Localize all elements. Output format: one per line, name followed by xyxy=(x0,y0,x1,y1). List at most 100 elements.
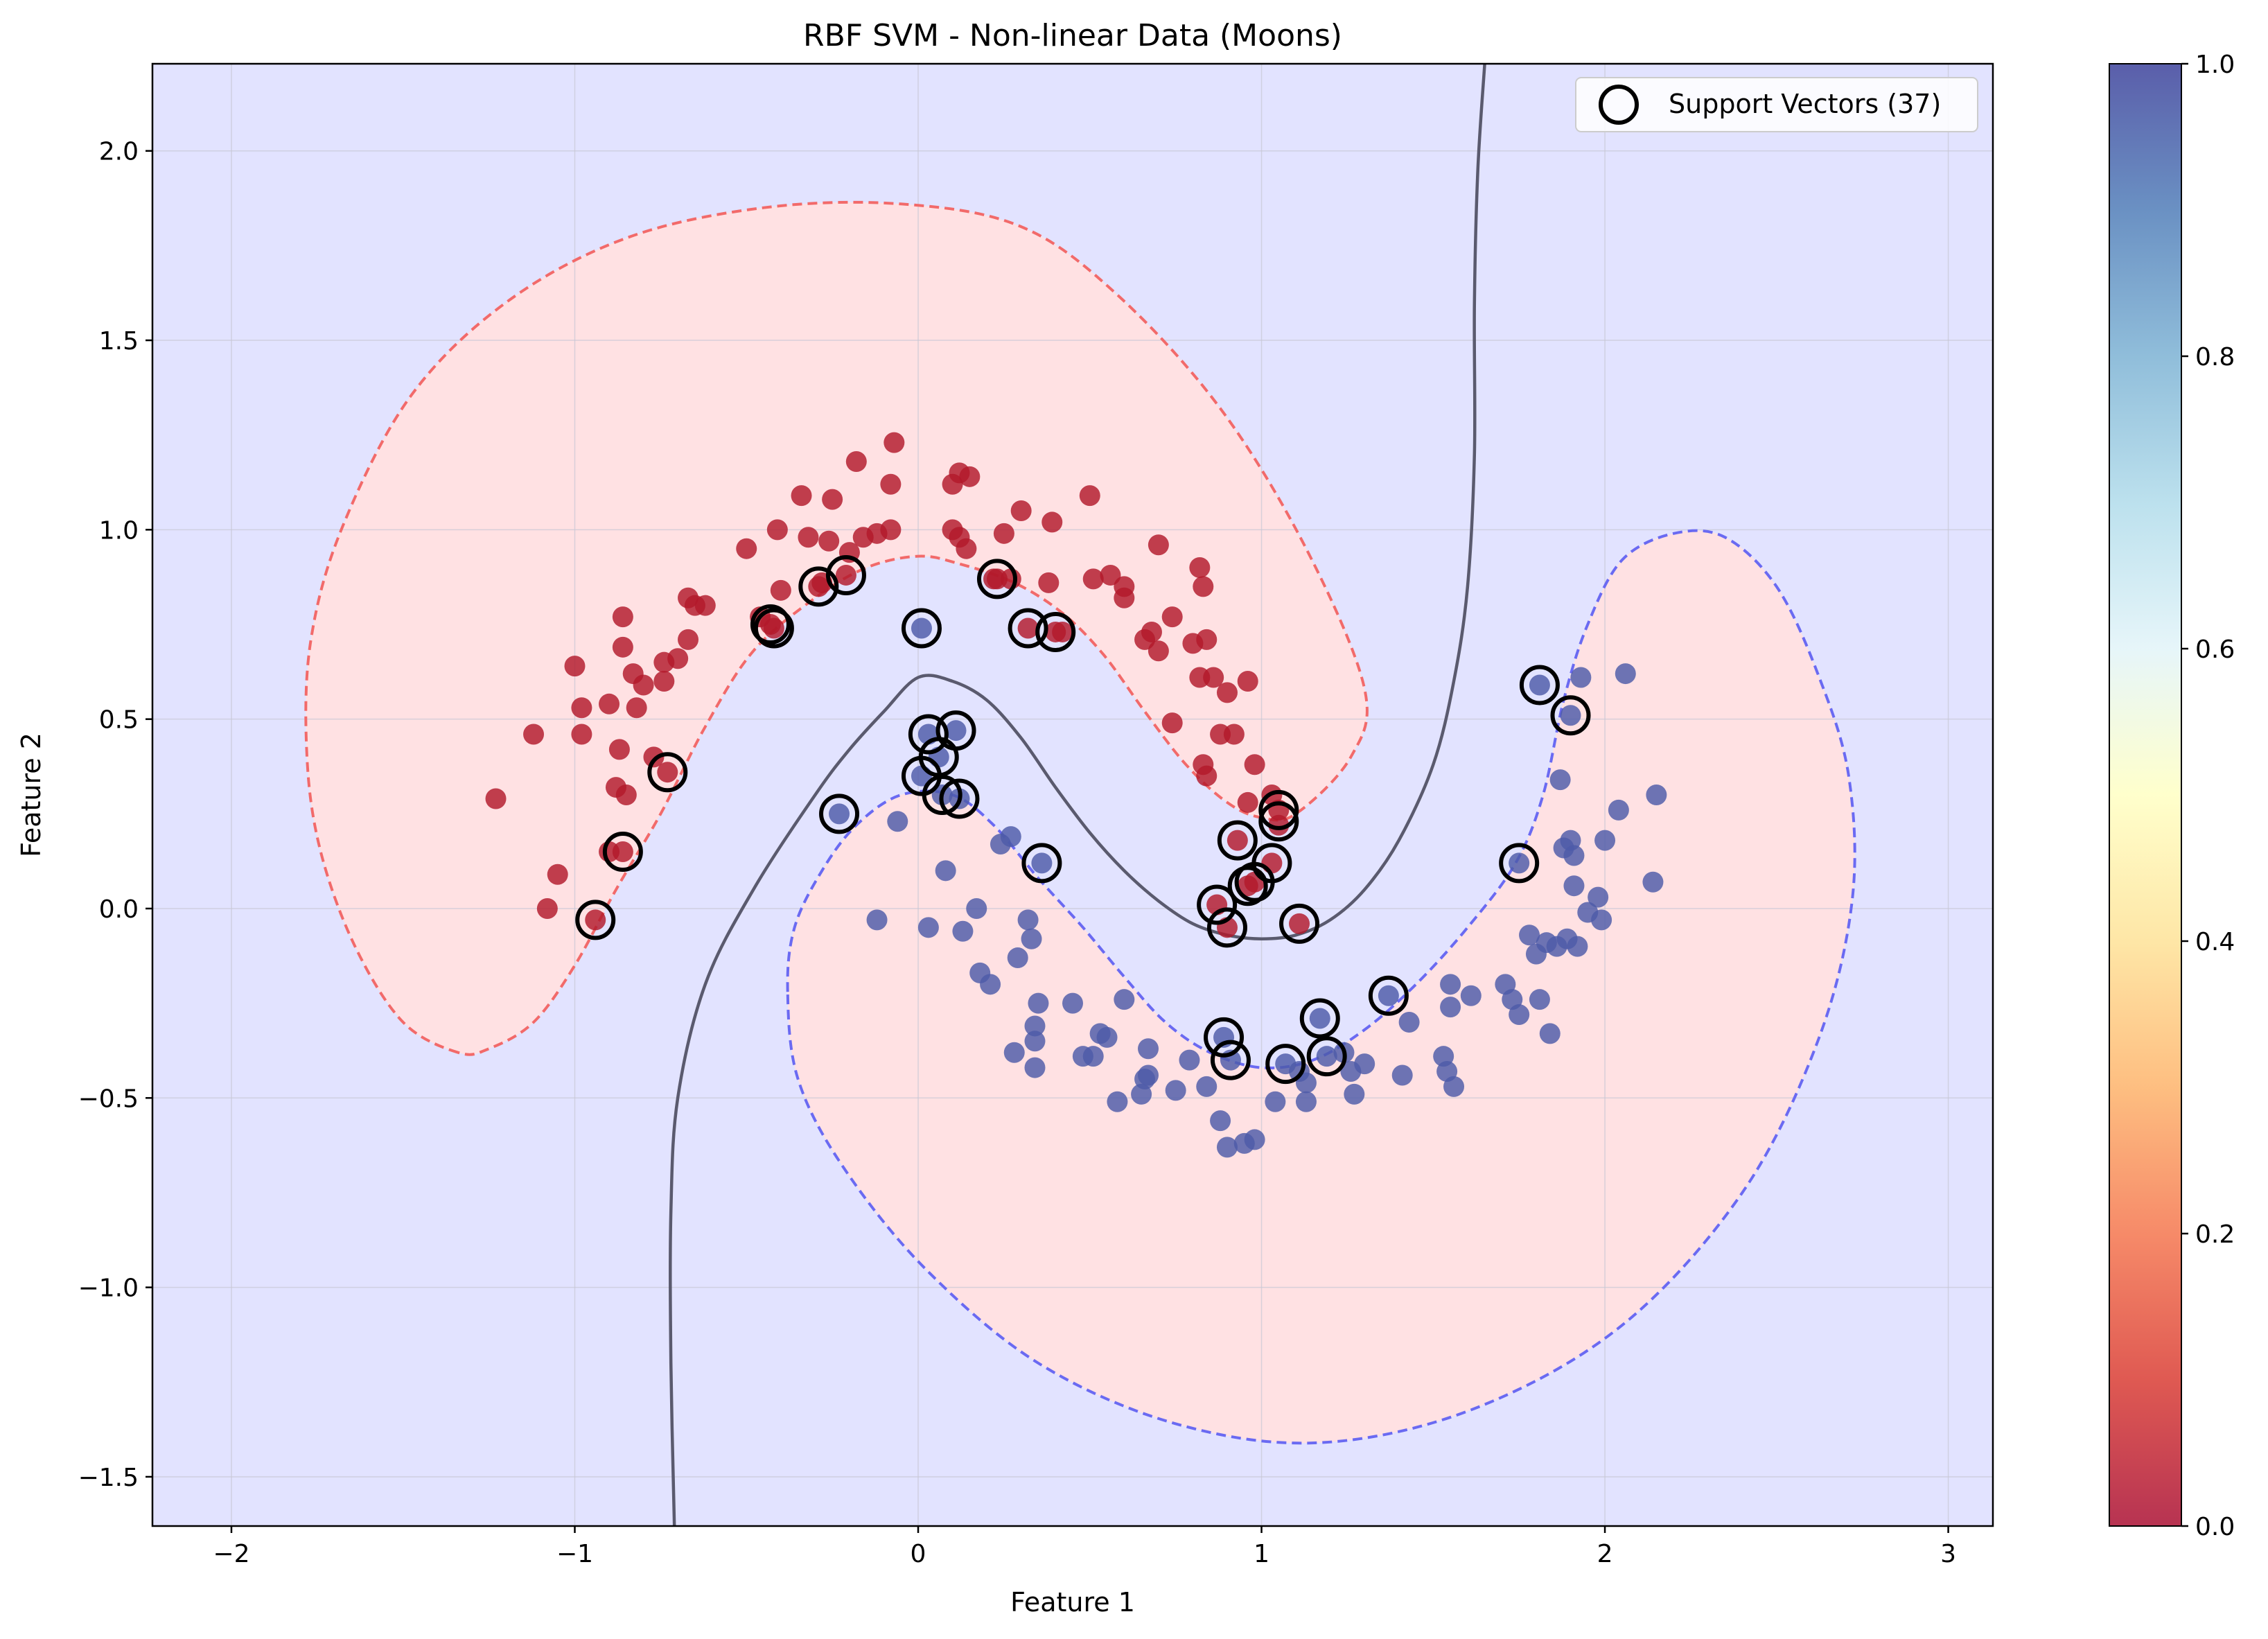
data-point-class0 xyxy=(1289,913,1310,934)
x-tick-label: 1 xyxy=(1254,1540,1269,1568)
x-tick-label: 3 xyxy=(1940,1540,1956,1568)
data-point-class0 xyxy=(599,693,620,715)
data-point-class1 xyxy=(1003,1042,1025,1063)
class0-margin-region xyxy=(306,202,1367,1055)
colorbar-tick-label: 0.6 xyxy=(2195,636,2235,664)
data-point-class0 xyxy=(523,724,545,745)
support-vector-marker xyxy=(798,566,839,607)
data-point-class1 xyxy=(945,720,967,742)
data-point-class0 xyxy=(798,527,819,548)
data-point-class1 xyxy=(1007,947,1028,969)
data-point-class1 xyxy=(1017,909,1039,931)
data-point-class1 xyxy=(952,920,974,942)
data-point-class1 xyxy=(1567,936,1588,957)
data-point-class1 xyxy=(966,897,987,919)
data-point-class1 xyxy=(1539,1023,1561,1044)
data-point-class1 xyxy=(1138,1064,1159,1086)
data-point-class0 xyxy=(1237,671,1258,692)
y-tick-label: 2.0 xyxy=(99,138,139,166)
data-point-class0 xyxy=(959,466,981,487)
data-point-class0 xyxy=(736,538,757,559)
chart-title: RBF SVM - Non-linear Data (Moons) xyxy=(803,18,1342,53)
data-point-class1 xyxy=(1642,871,1664,893)
data-point-class1 xyxy=(1529,674,1550,696)
data-point-class0 xyxy=(1100,564,1121,586)
support-vector-marker xyxy=(901,608,942,649)
support-vector-marker xyxy=(1210,1040,1251,1080)
data-point-class1 xyxy=(1594,830,1616,851)
data-point-class0 xyxy=(835,564,856,586)
data-point-class0 xyxy=(1141,621,1162,642)
data-point-class0 xyxy=(884,432,905,453)
x-tick-label: −1 xyxy=(556,1540,593,1568)
data-point-class0 xyxy=(1161,606,1183,628)
data-point-class0 xyxy=(547,864,568,885)
y-tick-label: 0.5 xyxy=(99,706,139,735)
support-vector-marker xyxy=(1021,843,1062,884)
support-vector-marker xyxy=(935,710,976,751)
data-point-class0 xyxy=(667,648,689,669)
data-point-class1 xyxy=(935,860,956,882)
data-point-class0 xyxy=(571,697,592,719)
data-point-class1 xyxy=(1024,1015,1046,1037)
legend: Support Vectors (37) xyxy=(1575,77,1978,132)
data-point-class1 xyxy=(1440,997,1461,1018)
data-point-class0 xyxy=(694,595,716,616)
support-vector-marker xyxy=(1279,903,1320,944)
x-tick-label: 0 xyxy=(911,1540,926,1568)
data-point-class0 xyxy=(956,538,977,559)
data-point-class0 xyxy=(626,697,647,719)
margin-line-class1 xyxy=(786,529,1856,1445)
support-vector-marker xyxy=(1251,843,1292,884)
data-point-class0 xyxy=(1196,765,1217,787)
data-point-class0 xyxy=(571,724,592,745)
y-axis-label: Feature 2 xyxy=(16,733,46,857)
support-vector-marker xyxy=(575,900,616,940)
data-point-class0 xyxy=(766,519,788,541)
support-vector-marker xyxy=(1258,789,1299,830)
data-point-class1 xyxy=(1549,769,1571,791)
data-point-class1 xyxy=(1443,1076,1465,1097)
data-point-class0 xyxy=(653,671,675,692)
data-point-class1 xyxy=(1096,1026,1118,1048)
data-point-class0 xyxy=(818,530,840,552)
data-point-class1 xyxy=(1000,826,1021,848)
data-point-class0 xyxy=(822,489,843,510)
data-point-class0 xyxy=(643,746,665,768)
legend-marker-icon xyxy=(1599,85,1639,125)
support-vector-marker xyxy=(1499,843,1540,884)
data-point-class0 xyxy=(993,523,1014,544)
support-vector-marker xyxy=(939,778,980,819)
x-axis-label: Feature 1 xyxy=(1010,1587,1135,1618)
data-point-class0 xyxy=(1203,667,1224,688)
data-point-class1 xyxy=(1082,1046,1104,1067)
data-point-class0 xyxy=(612,606,633,628)
colorbar-tick-label: 0.4 xyxy=(2195,928,2235,956)
data-point-class1 xyxy=(1440,974,1461,995)
data-point-class1 xyxy=(1615,663,1636,685)
data-point-class1 xyxy=(1024,1031,1046,1052)
data-point-class1 xyxy=(1563,845,1585,866)
colorbar-tick-label: 0.8 xyxy=(2195,343,2235,371)
data-point-class0 xyxy=(1161,712,1183,734)
data-point-class0 xyxy=(1010,500,1032,522)
data-point-class1 xyxy=(1591,909,1612,931)
data-point-class0 xyxy=(1237,791,1258,813)
y-tick-label: −1.0 xyxy=(78,1274,139,1303)
support-vector-marker xyxy=(1306,1036,1347,1077)
support-vector-marker xyxy=(976,559,1017,599)
data-point-class0 xyxy=(1268,814,1290,836)
data-point-class1 xyxy=(1196,1076,1217,1097)
colorbar-tick-label: 1.0 xyxy=(2195,51,2235,79)
support-vector-marker xyxy=(819,794,860,834)
data-point-class1 xyxy=(1509,1004,1530,1026)
data-point-class0 xyxy=(1148,640,1169,662)
data-point-class1 xyxy=(1560,705,1581,726)
data-point-class0 xyxy=(1244,754,1265,775)
support-vector-marker xyxy=(908,714,949,755)
y-tick-label: 0.0 xyxy=(99,895,139,924)
support-vector-marker xyxy=(1258,801,1299,842)
support-vector-marker xyxy=(1299,998,1340,1039)
support-vector-marker xyxy=(1008,608,1048,649)
data-point-class0 xyxy=(678,629,699,650)
